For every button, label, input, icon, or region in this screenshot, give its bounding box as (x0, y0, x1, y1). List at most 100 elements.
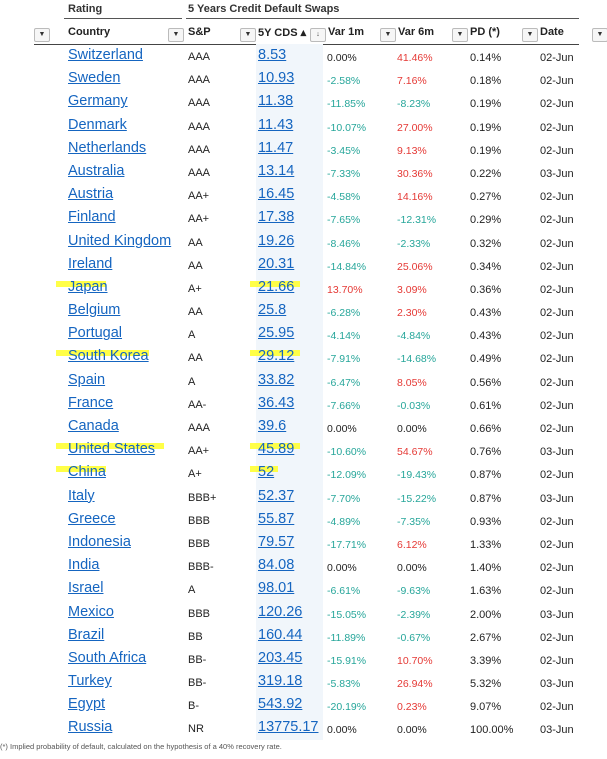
sp-filter-dropdown-icon[interactable]: ▼ (168, 28, 184, 42)
country-link[interactable]: Denmark (68, 116, 127, 133)
cds-link[interactable]: 39.6 (258, 418, 287, 434)
country-link[interactable]: Ireland (68, 255, 113, 272)
var-6m-value: -4.84% (397, 330, 431, 343)
country-link[interactable]: Mexico (68, 603, 114, 620)
country-link[interactable]: United States (68, 441, 156, 458)
sp-rating: AA (188, 259, 203, 272)
cds-link[interactable]: 36.43 (258, 394, 295, 411)
sp-rating: AA (188, 352, 203, 365)
cds-link[interactable]: 203.45 (258, 649, 303, 666)
country-link[interactable]: Austria (68, 186, 114, 203)
rating-group-label: Rating (68, 3, 103, 15)
country-link[interactable]: Greece (68, 510, 116, 527)
country-link[interactable]: Italy (68, 487, 95, 504)
cds-link[interactable]: 11.47 (258, 139, 294, 156)
cds-link[interactable]: 13775.17 (258, 719, 319, 736)
sp-rating: BBB (188, 514, 211, 527)
cds-link[interactable]: 543.92 (258, 696, 303, 713)
extra-filter-dropdown-icon[interactable]: ▼ (592, 28, 607, 42)
cds-link[interactable]: 11.38 (258, 93, 294, 110)
highlight-marker (56, 466, 106, 473)
country-link[interactable]: Turkey (68, 673, 112, 690)
cds-link[interactable]: 11.43 (258, 116, 294, 133)
cds-link[interactable]: 16.45 (258, 186, 295, 203)
country-link[interactable]: Switzerland (68, 47, 143, 63)
var6m-filter-dropdown-icon[interactable]: ▼ (380, 28, 396, 42)
sp-rating: BBB+ (188, 491, 217, 504)
country-column-header[interactable]: Country (68, 26, 111, 38)
cds-link[interactable]: 55.87 (258, 510, 295, 527)
table-row: Egypt B- 543.92 -20.19% 0.23% 9.07% 02-Jun (0, 694, 607, 717)
var-1m-value: -6.28% (327, 307, 361, 320)
date-filter-dropdown-icon[interactable]: ▼ (522, 28, 538, 42)
cds-link[interactable]: 8.53 (258, 47, 287, 63)
cds-link[interactable]: 13.14 (258, 162, 295, 179)
cds-column-header[interactable]: 5Y CDS ▴ (258, 27, 307, 39)
country-filter-dropdown-icon[interactable]: ▼ (34, 28, 50, 42)
table-row: Belgium AA 25.8 -6.28% 2.30% 0.43% 02-Jun (0, 300, 607, 323)
cds-link[interactable]: 19.26 (258, 232, 295, 249)
country-link[interactable]: Spain (68, 371, 106, 388)
country-link[interactable]: United Kingdom (68, 232, 172, 249)
cds-filter-dropdown-icon[interactable]: ▼ (240, 28, 256, 42)
cds-link[interactable]: 45.89 (258, 441, 295, 458)
country-link[interactable]: Japan (68, 278, 108, 295)
country-link[interactable]: France (68, 394, 114, 411)
date-value: 02-Jun (540, 701, 574, 714)
sp-rating: B- (188, 700, 199, 713)
country-link[interactable]: Australia (68, 162, 125, 179)
cds-link[interactable]: 20.31 (258, 255, 295, 272)
country-link[interactable]: Netherlands (68, 139, 147, 156)
cds-link[interactable]: 10.93 (258, 70, 295, 87)
date-value: 03-Jun (540, 167, 574, 180)
var-6m-value: -0.67% (397, 631, 431, 644)
country-link[interactable]: South Africa (68, 649, 147, 666)
cds-link[interactable]: 52.37 (258, 487, 295, 504)
var6m-column-header[interactable]: Var 6m (398, 26, 435, 38)
country-link[interactable]: Portugal (68, 325, 123, 342)
cds-link[interactable]: 98.01 (258, 580, 295, 597)
country-link[interactable]: South Korea (68, 348, 149, 365)
cds-link[interactable]: 160.44 (258, 626, 303, 643)
sp-column-header[interactable]: S&P (188, 26, 211, 38)
highlight-marker (56, 280, 106, 287)
sp-rating: AA (188, 306, 203, 319)
date-value: 02-Jun (540, 237, 574, 250)
pd-value: 0.43% (470, 330, 502, 343)
cds-link[interactable]: 79.57 (258, 533, 295, 550)
cds-link[interactable]: 17.38 (258, 209, 295, 226)
country-link[interactable]: Egypt (68, 696, 106, 713)
cds-sort-icon[interactable]: ↓ (310, 28, 326, 42)
var-6m-value: 8.05% (397, 376, 427, 389)
cds-link[interactable]: 25.8 (258, 302, 287, 319)
country-link[interactable]: China (68, 464, 106, 481)
country-link[interactable]: Indonesia (68, 533, 131, 550)
cds-link[interactable]: 21.66 (258, 278, 295, 295)
country-link[interactable]: Germany (68, 93, 128, 110)
date-column-header[interactable]: Date (540, 26, 564, 38)
country-link[interactable]: Israel (68, 580, 104, 597)
country-link[interactable]: Brazil (68, 626, 105, 643)
cds-link[interactable]: 319.18 (258, 673, 303, 690)
country-link[interactable]: Belgium (68, 302, 121, 319)
date-value: 02-Jun (540, 52, 574, 64)
country-link[interactable]: Russia (68, 719, 113, 736)
var1m-column-header[interactable]: Var 1m (328, 26, 365, 38)
pd-column-header[interactable]: PD (*) (470, 26, 500, 38)
var-6m-value: 7.16% (397, 75, 427, 88)
cds-link[interactable]: 52 (258, 464, 275, 481)
cds-link[interactable]: 33.82 (258, 371, 295, 388)
cds-link[interactable]: 120.26 (258, 603, 303, 620)
cds-link[interactable]: 84.08 (258, 557, 295, 574)
cds-link[interactable]: 29.12 (258, 348, 295, 365)
cds-link[interactable]: 25.95 (258, 325, 295, 342)
table-row: South Africa BB- 203.45 -15.91% 10.70% 3.39% 0… (0, 648, 607, 671)
country-link[interactable]: Canada (68, 418, 119, 434)
date-value: 02-Jun (540, 283, 574, 296)
pd-filter-dropdown-icon[interactable]: ▼ (452, 28, 468, 42)
sp-rating: A (188, 375, 196, 388)
country-link[interactable]: India (68, 557, 100, 574)
var-1m-value: -17.71% (327, 538, 367, 551)
country-link[interactable]: Finland (68, 209, 116, 226)
country-link[interactable]: Sweden (68, 70, 121, 87)
